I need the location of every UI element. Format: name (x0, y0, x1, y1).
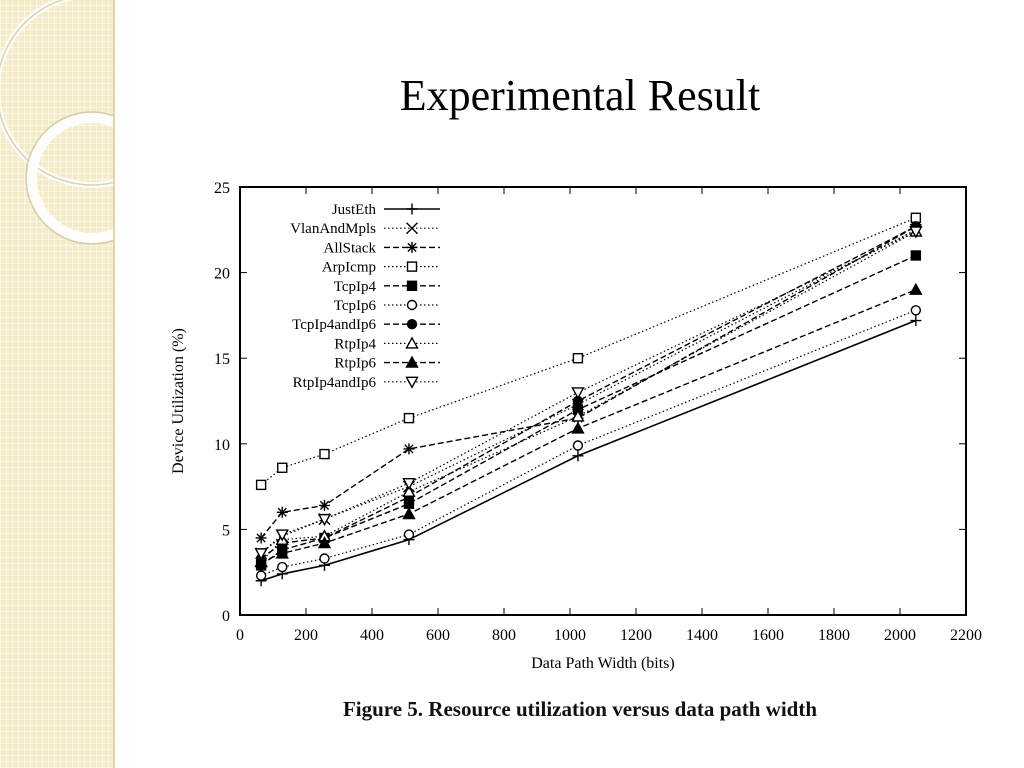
legend-marker (406, 222, 418, 235)
legend-label: RtpIp6 (334, 356, 376, 372)
data-point (255, 479, 267, 491)
legend-marker (406, 280, 418, 291)
data-point (277, 462, 288, 473)
series-line (260, 230, 917, 563)
legend-label: ArpIcmp (322, 260, 376, 276)
data-point (402, 477, 416, 491)
tick-layer: 0 200 400 600 800 1000 1200 1400 1600 1800 2000 220… (214, 180, 982, 644)
legend-label: JustEth (332, 202, 377, 218)
series-line (260, 319, 917, 582)
data-point (572, 353, 584, 364)
data-point (254, 548, 268, 561)
data-point (572, 450, 584, 462)
data-point (317, 513, 332, 527)
series-rtpip4andip6 (254, 226, 923, 561)
series-layer (254, 212, 923, 587)
x-tick-label: 1400 (686, 627, 718, 644)
data-point (255, 570, 267, 581)
decorative-rings (0, 0, 113, 245)
x-tick-label: 200 (294, 627, 318, 644)
legend: JustEth VlanAndMpls AllStack ArpIcmp TcpIp4 T… (290, 202, 440, 391)
x-tick-label: 600 (426, 627, 450, 644)
data-point (910, 305, 922, 316)
y-tick-label: 5 (222, 522, 230, 539)
data-point (402, 484, 416, 497)
data-point (318, 499, 330, 511)
legend-label: TcpIp4 (334, 279, 377, 295)
data-point (276, 506, 288, 518)
x-tick-label: 2200 (950, 627, 982, 644)
x-tick-label: 1800 (818, 627, 850, 644)
legend-marker (406, 299, 418, 311)
data-point (319, 553, 330, 564)
data-point (275, 546, 289, 559)
data-point (910, 315, 922, 327)
data-point (277, 561, 288, 573)
x-tick-label: 0 (236, 627, 244, 644)
legend-marker (406, 319, 418, 330)
data-point (571, 387, 585, 400)
legend-label: RtpIp4 (334, 336, 376, 352)
x-tick-label: 1200 (620, 627, 652, 644)
series-tcpip6 (255, 305, 922, 581)
data-point (571, 409, 585, 422)
figure-caption: Figure 5. Resource utilization versus da… (342, 697, 818, 721)
data-point (255, 532, 267, 544)
data-point (403, 529, 415, 540)
plot-frame (239, 186, 967, 616)
y-tick-label: 10 (214, 437, 230, 454)
x-tick-label: 1600 (752, 627, 784, 644)
data-point (909, 282, 923, 295)
legend-label: TcpIp4andIp6 (292, 317, 376, 333)
x-tick-label: 1000 (554, 627, 586, 644)
slide-title: Experimental Result (399, 71, 761, 120)
legend-label: AllStack (324, 240, 377, 256)
y-axis-label: Device Utilization (%) (170, 328, 187, 474)
data-point (402, 507, 416, 520)
data-point (910, 250, 922, 261)
legend-label: RtpIp4andIp6 (293, 375, 377, 391)
data-point (403, 412, 415, 424)
legend-marker (405, 355, 419, 368)
data-point (319, 448, 330, 460)
data-point (571, 421, 585, 434)
sidebar-divider (113, 0, 115, 768)
data-point (317, 536, 332, 549)
decorative-sidebar (0, 0, 113, 768)
legend-label: TcpIp6 (334, 298, 377, 314)
y-tick-label: 15 (214, 351, 230, 368)
series-rtpip6 (254, 282, 923, 568)
data-point (275, 529, 289, 542)
legend-marker (406, 261, 418, 272)
y-tick-label: 20 (214, 266, 230, 283)
data-point (910, 212, 922, 224)
x-axis-label: Data Path Width (bits) (531, 655, 674, 672)
x-tick-label: 400 (360, 627, 384, 644)
legend-label: VlanAndMpls (290, 221, 376, 237)
y-tick-label: 25 (214, 180, 230, 197)
data-point (403, 443, 415, 455)
y-tick-label: 0 (222, 608, 230, 625)
series-line (260, 217, 917, 486)
legend-marker (405, 376, 419, 389)
series-line (260, 309, 917, 577)
data-point (572, 440, 584, 451)
data-point (254, 554, 268, 568)
legend-marker (406, 241, 418, 253)
decorative-ring-small (27, 113, 113, 243)
legend-marker (406, 203, 418, 215)
x-tick-label: 800 (492, 627, 516, 644)
x-tick-label: 2000 (884, 627, 916, 644)
data-point (909, 226, 923, 239)
legend-marker (405, 336, 419, 349)
series-arpicmp (255, 212, 922, 491)
